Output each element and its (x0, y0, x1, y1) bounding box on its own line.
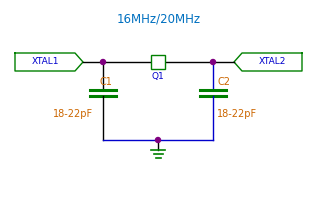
Text: Q1: Q1 (152, 72, 165, 81)
Circle shape (100, 60, 106, 64)
Text: C2: C2 (217, 77, 230, 87)
Circle shape (210, 60, 216, 64)
Circle shape (156, 138, 160, 142)
Text: XTAL1: XTAL1 (31, 57, 59, 67)
Text: 16MHz/20MHz: 16MHz/20MHz (116, 12, 201, 25)
Text: 18-22pF: 18-22pF (217, 109, 257, 119)
Bar (151, 55, 165, 69)
Text: 18-22pF: 18-22pF (53, 109, 93, 119)
Text: XTAL2: XTAL2 (258, 57, 286, 67)
Text: C1: C1 (99, 77, 112, 87)
